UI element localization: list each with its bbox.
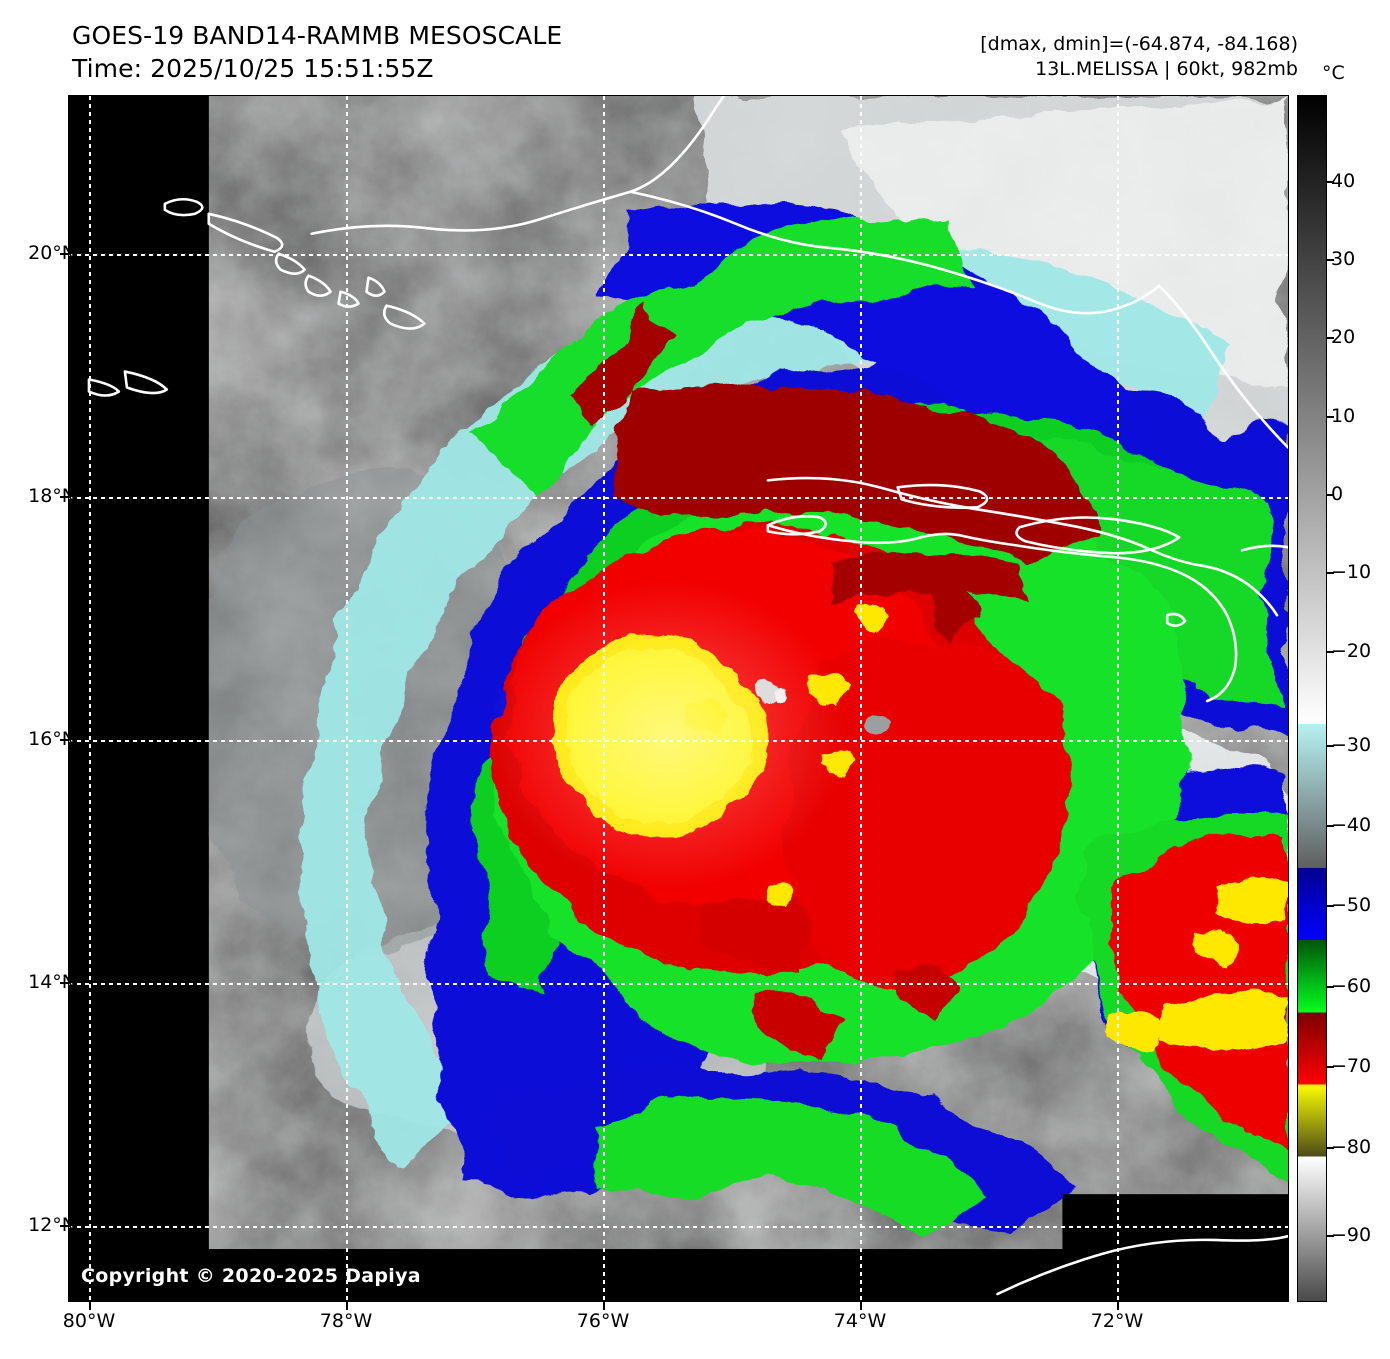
xtick-label-78w: 78°W (319, 1310, 373, 1332)
xtick-mark (89, 1302, 91, 1310)
colorbar-tick-mark (1327, 905, 1334, 907)
colorbar-tick-10: 10 (1331, 405, 1356, 427)
colorbar-tick-m90: −90 (1331, 1224, 1372, 1246)
colorbar-tick-0: 0 (1331, 483, 1344, 505)
colorbar-tick-m10: −10 (1331, 561, 1372, 583)
ytick-label-20n: 20°N (28, 242, 76, 264)
colorbar-tick-m30: −30 (1331, 734, 1372, 756)
colorbar-tick-m70: −70 (1331, 1055, 1372, 1077)
xtick-label-76w: 76°W (576, 1310, 630, 1332)
colorbar-tick-m40: −40 (1331, 814, 1372, 836)
colorbar-tick-mark (1327, 1235, 1334, 1237)
colorbar-gradient (1298, 96, 1326, 1301)
satellite-imagery (69, 96, 1288, 1301)
colorbar-tick-m50: −50 (1331, 894, 1372, 916)
timestamp-label: Time: 2025/10/25 15:51:55Z (72, 53, 434, 83)
colorbar-tick-mark (1327, 825, 1334, 827)
ytick-mark (60, 496, 68, 498)
colorbar-tick-m80: −80 (1331, 1136, 1372, 1158)
colorbar-tick-mark (1327, 1066, 1334, 1068)
xtick-mark (860, 1302, 862, 1310)
storm-info-label: 13L.MELISSA | 60kt, 982mb (1035, 58, 1298, 81)
colorbar-tick-mark (1327, 494, 1334, 496)
ytick-mark (60, 739, 68, 741)
colorbar (1297, 95, 1327, 1302)
dmax-dmin-label: [dmax, dmin]=(-64.874, -84.168) (980, 33, 1298, 55)
colorbar-tick-mark (1327, 572, 1334, 574)
ytick-mark (60, 982, 68, 984)
ytick-label-12n: 12°N (28, 1214, 76, 1236)
colorbar-tick-mark (1327, 259, 1334, 261)
xtick-mark (346, 1302, 348, 1310)
colorbar-tick-m60: −60 (1331, 975, 1372, 997)
colorbar-tick-mark (1327, 986, 1334, 988)
page-title: GOES-19 BAND14-RAMMB MESOSCALE (72, 21, 563, 50)
colorbar-tick-m20: −20 (1331, 640, 1372, 662)
xtick-label-74w: 74°W (833, 1310, 887, 1332)
xtick-label-80w: 80°W (62, 1310, 116, 1332)
copyright-label: Copyright © 2020-2025 Dapiya (81, 1265, 421, 1287)
ytick-label-18n: 18°N (28, 485, 76, 507)
colorbar-tick-mark (1327, 181, 1334, 183)
ytick-mark (60, 253, 68, 255)
colorbar-tick-mark (1327, 1147, 1334, 1149)
colorbar-units-label: °C (1322, 62, 1345, 84)
title-block: GOES-19 BAND14-RAMMB MESOSCALE Time: 202… (72, 20, 562, 85)
colorbar-tick-mark (1327, 337, 1334, 339)
colorbar-tick-mark (1327, 651, 1334, 653)
ytick-label-14n: 14°N (28, 971, 76, 993)
metadata-block: [dmax, dmin]=(-64.874, -84.168) 13L.MELI… (980, 32, 1298, 83)
satellite-image-plot: Copyright © 2020-2025 Dapiya (68, 95, 1289, 1302)
xtick-mark (603, 1302, 605, 1310)
colorbar-tick-30: 30 (1331, 248, 1356, 270)
colorbar-tick-40: 40 (1331, 170, 1356, 192)
xtick-label-72w: 72°W (1090, 1310, 1144, 1332)
coastline-overlay (87, 96, 1288, 1296)
ytick-mark (60, 1225, 68, 1227)
colorbar-tick-mark (1327, 416, 1334, 418)
colorbar-tick-20: 20 (1331, 326, 1356, 348)
xtick-mark (1117, 1302, 1119, 1310)
colorbar-tick-mark (1327, 745, 1334, 747)
ytick-label-16n: 16°N (28, 728, 76, 750)
